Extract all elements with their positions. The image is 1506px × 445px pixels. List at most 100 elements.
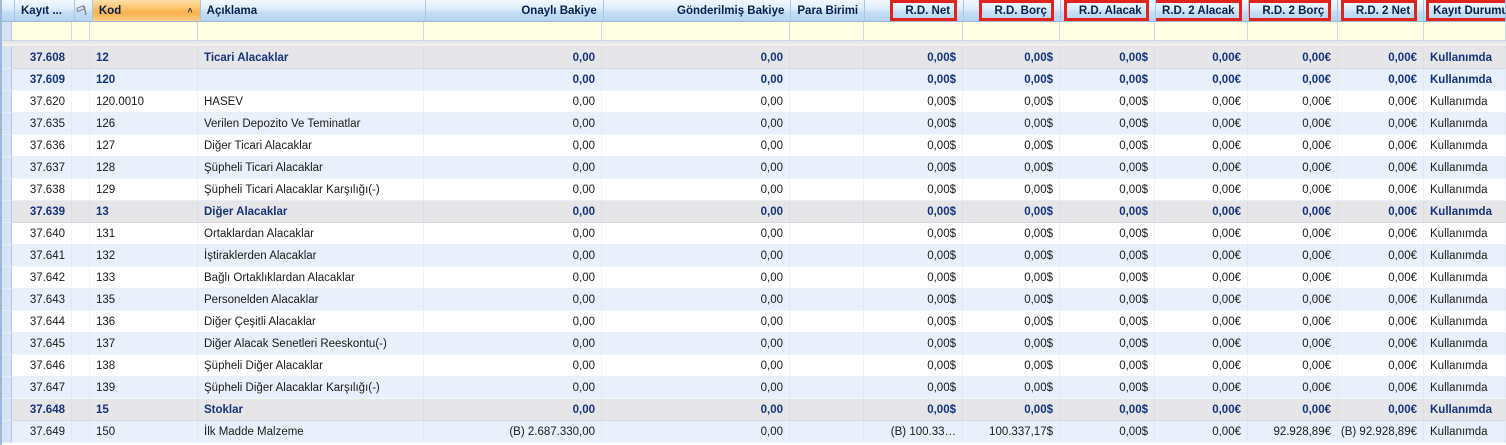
table-row[interactable]: 37.642 133 Bağlı Ortaklıklardan Alacakla… — [2, 267, 1506, 289]
cell-gonderilmis-bakiye[interactable]: 0,00 — [602, 289, 790, 311]
filter-cell-rd-borc[interactable] — [963, 22, 1060, 41]
row-indicator[interactable] — [2, 399, 12, 421]
cell-rd2-alacak[interactable]: 0,00€ — [1155, 421, 1248, 443]
cell-kayit-durumu[interactable]: Kullanımda — [1424, 267, 1506, 289]
cell-rd-borc[interactable]: 0,00$ — [963, 179, 1060, 201]
header-cell-flag[interactable] — [74, 0, 93, 22]
cell-para-birimi[interactable] — [790, 377, 864, 399]
cell-gonderilmis-bakiye[interactable]: 0,00 — [602, 179, 790, 201]
cell-onayli-bakiye[interactable]: 0,00 — [424, 179, 602, 201]
cell-flag[interactable] — [72, 311, 90, 333]
cell-rd2-alacak[interactable]: 0,00€ — [1155, 201, 1248, 223]
cell-rd-alacak[interactable]: 0,00$ — [1060, 355, 1155, 377]
cell-onayli-bakiye[interactable]: 0,00 — [424, 267, 602, 289]
table-row[interactable]: 37.638 129 Şüpheli Ticari Alacaklar Karş… — [2, 179, 1506, 201]
cell-gonderilmis-bakiye[interactable]: 0,00 — [602, 113, 790, 135]
cell-onayli-bakiye[interactable]: 0,00 — [424, 245, 602, 267]
cell-flag[interactable] — [72, 69, 90, 91]
header-cell-rd-borc[interactable]: R.D. Borç — [964, 0, 1061, 22]
cell-kod[interactable]: 150 — [90, 421, 198, 443]
row-indicator[interactable] — [2, 311, 12, 333]
cell-rd-alacak[interactable]: 0,00$ — [1060, 377, 1155, 399]
table-row[interactable]: 37.639 13 Diğer Alacaklar 0,00 0,00 0,00… — [2, 201, 1506, 223]
cell-flag[interactable] — [72, 113, 90, 135]
cell-rd-borc[interactable]: 0,00$ — [963, 267, 1060, 289]
cell-kayit[interactable]: 37.638 — [12, 179, 72, 201]
cell-rd-borc[interactable]: 0,00$ — [963, 399, 1060, 421]
cell-onayli-bakiye[interactable]: 0,00 — [424, 355, 602, 377]
row-indicator[interactable] — [2, 91, 12, 113]
filter-cell-gonderilmis-bakiye[interactable] — [602, 22, 790, 41]
cell-rd2-net[interactable]: 0,00€ — [1338, 289, 1424, 311]
cell-rd2-net[interactable]: 0,00€ — [1338, 355, 1424, 377]
cell-rd-borc[interactable]: 0,00$ — [963, 289, 1060, 311]
header-cell-rd2-alacak[interactable]: R.D. 2 Alacak — [1155, 0, 1249, 22]
cell-para-birimi[interactable] — [790, 333, 864, 355]
row-indicator[interactable] — [2, 289, 12, 311]
cell-kayit-durumu[interactable]: Kullanımda — [1424, 47, 1506, 69]
cell-rd-alacak[interactable]: 0,00$ — [1060, 399, 1155, 421]
cell-onayli-bakiye[interactable]: 0,00 — [424, 333, 602, 355]
table-row[interactable]: 37.649 150 İlk Madde Malzeme (B) 2.687.3… — [2, 421, 1506, 443]
cell-rd-alacak[interactable]: 0,00$ — [1060, 201, 1155, 223]
cell-kayit[interactable]: 37.647 — [12, 377, 72, 399]
cell-onayli-bakiye[interactable]: 0,00 — [424, 201, 602, 223]
row-indicator[interactable] — [2, 157, 12, 179]
cell-rd2-net[interactable]: 0,00€ — [1338, 377, 1424, 399]
row-indicator[interactable] — [2, 223, 12, 245]
cell-kayit-durumu[interactable]: Kullanımda — [1424, 69, 1506, 91]
cell-rd2-net[interactable]: 0,00€ — [1338, 399, 1424, 421]
cell-rd2-net[interactable]: 0,00€ — [1338, 267, 1424, 289]
cell-rd2-alacak[interactable]: 0,00€ — [1155, 69, 1248, 91]
cell-kayit[interactable]: 37.635 — [12, 113, 72, 135]
row-indicator[interactable] — [2, 333, 12, 355]
cell-kod[interactable]: 133 — [90, 267, 198, 289]
cell-rd2-net[interactable]: 0,00€ — [1338, 333, 1424, 355]
cell-gonderilmis-bakiye[interactable]: 0,00 — [602, 91, 790, 113]
cell-kayit-durumu[interactable]: Kullanımda — [1424, 113, 1506, 135]
cell-rd2-borc[interactable]: 0,00€ — [1248, 113, 1338, 135]
cell-gonderilmis-bakiye[interactable]: 0,00 — [602, 377, 790, 399]
cell-rd-net[interactable]: 0,00$ — [864, 377, 963, 399]
cell-kayit[interactable]: 37.636 — [12, 135, 72, 157]
header-cell-aciklama[interactable]: Açıklama — [200, 0, 427, 22]
cell-rd-net[interactable]: 0,00$ — [864, 289, 963, 311]
cell-rd2-net[interactable]: 0,00€ — [1338, 157, 1424, 179]
cell-aciklama[interactable]: Şüpheli Diğer Alacaklar — [198, 355, 424, 377]
cell-rd-alacak[interactable]: 0,00$ — [1060, 113, 1155, 135]
cell-aciklama[interactable] — [198, 69, 424, 91]
cell-rd2-borc[interactable]: 0,00€ — [1248, 311, 1338, 333]
cell-kayit-durumu[interactable]: Kullanımda — [1424, 179, 1506, 201]
cell-rd2-net[interactable]: 0,00€ — [1338, 91, 1424, 113]
cell-para-birimi[interactable] — [790, 267, 864, 289]
cell-aciklama[interactable]: Diğer Ticari Alacaklar — [198, 135, 424, 157]
cell-rd2-net[interactable]: 0,00€ — [1338, 135, 1424, 157]
cell-rd-net[interactable]: (B) 100.33… — [864, 421, 963, 443]
cell-rd2-borc[interactable]: 0,00€ — [1248, 69, 1338, 91]
cell-aciklama[interactable]: Şüpheli Diğer Alacaklar Karşılığı(-) — [198, 377, 424, 399]
cell-para-birimi[interactable] — [790, 289, 864, 311]
cell-kayit-durumu[interactable]: Kullanımda — [1424, 91, 1506, 113]
cell-rd2-alacak[interactable]: 0,00€ — [1155, 179, 1248, 201]
cell-kod[interactable]: 15 — [90, 399, 198, 421]
cell-aciklama[interactable]: Diğer Çeşitli Alacaklar — [198, 311, 424, 333]
cell-para-birimi[interactable] — [790, 135, 864, 157]
row-indicator[interactable] — [2, 421, 12, 443]
table-row[interactable]: 37.636 127 Diğer Ticari Alacaklar 0,00 0… — [2, 135, 1506, 157]
cell-para-birimi[interactable] — [790, 91, 864, 113]
cell-kayit-durumu[interactable]: Kullanımda — [1424, 355, 1506, 377]
header-cell-onayli-bakiye[interactable]: Onaylı Bakiye — [426, 0, 604, 22]
cell-rd2-alacak[interactable]: 0,00€ — [1155, 355, 1248, 377]
header-cell-kayit[interactable]: Kayıt ... — [15, 0, 75, 22]
cell-rd2-alacak[interactable]: 0,00€ — [1155, 267, 1248, 289]
cell-gonderilmis-bakiye[interactable]: 0,00 — [602, 333, 790, 355]
cell-para-birimi[interactable] — [790, 421, 864, 443]
cell-rd2-net[interactable]: 0,00€ — [1338, 223, 1424, 245]
cell-rd-net[interactable]: 0,00$ — [864, 311, 963, 333]
cell-rd-alacak[interactable]: 0,00$ — [1060, 267, 1155, 289]
cell-gonderilmis-bakiye[interactable]: 0,00 — [602, 69, 790, 91]
cell-rd2-net[interactable]: (B) 92.928,89€ — [1338, 421, 1424, 443]
row-indicator[interactable] — [2, 267, 12, 289]
filter-cell-aciklama[interactable] — [198, 22, 424, 41]
cell-rd2-alacak[interactable]: 0,00€ — [1155, 289, 1248, 311]
